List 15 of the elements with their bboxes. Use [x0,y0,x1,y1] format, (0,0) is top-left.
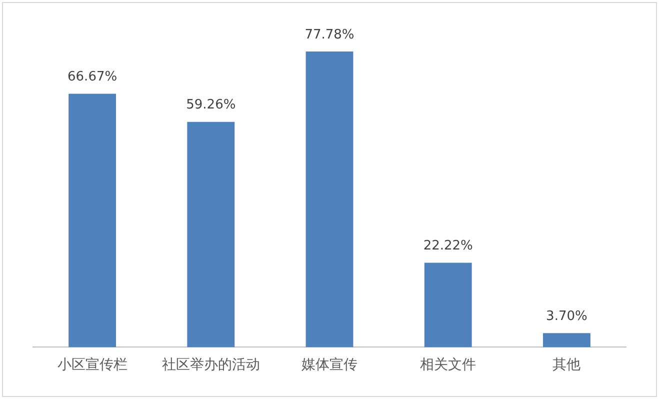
bar [306,51,354,348]
x-tick-label: 小区宣传栏 [57,357,128,374]
bar [68,94,116,348]
bar [424,262,472,348]
bar [187,122,235,348]
x-tick-label: 媒体宣传 [302,357,358,374]
x-tick-label: 其他 [552,357,581,374]
data-label: 77.78% [304,27,354,42]
data-label: 66.67% [68,70,118,85]
x-tick-label: 社区举办的活动 [162,357,260,374]
data-label: 3.70% [546,309,588,324]
bar [542,333,590,348]
data-label: 59.26% [186,98,236,113]
data-label: 22.22% [423,238,473,254]
x-tick-label: 相关文件 [420,357,476,374]
